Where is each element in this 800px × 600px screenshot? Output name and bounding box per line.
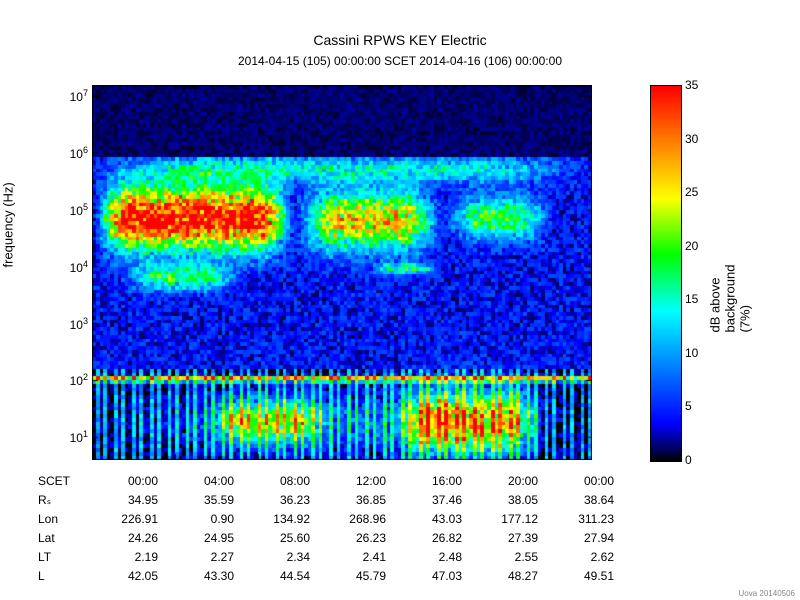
spectrogram-canvas (92, 85, 592, 460)
x-cell: 38.64 (546, 491, 620, 508)
x-cell: 34.95 (90, 491, 164, 508)
x-cell: 311.23 (546, 510, 620, 527)
y-axis-label: frequency (Hz) (1, 182, 16, 267)
x-cell: 12:00 (318, 472, 392, 489)
x-cell: 2.48 (394, 548, 468, 565)
colorbar-tick: 25 (685, 185, 698, 199)
x-cell: 44.54 (242, 567, 316, 584)
x-cell: 24.26 (90, 529, 164, 546)
spectrogram-plot (92, 85, 592, 460)
x-cell: 177.12 (470, 510, 544, 527)
colorbar-canvas (651, 86, 681, 461)
x-cell: 04:00 (166, 472, 240, 489)
chart-title: Cassini RPWS KEY Electric (0, 32, 800, 48)
x-cell: 2.19 (90, 548, 164, 565)
y-axis-ticks: 101 102 103 104 105 106 107 (48, 85, 88, 460)
x-cell: 2.62 (546, 548, 620, 565)
x-cell: 43.03 (394, 510, 468, 527)
x-cell: 20:00 (470, 472, 544, 489)
x-axis-table: SCET00:0004:0008:0012:0016:0020:0000:00R… (30, 470, 622, 586)
x-cell: 35.59 (166, 491, 240, 508)
x-cell: 00:00 (90, 472, 164, 489)
chart-subtitle: 2014-04-15 (105) 00:00:00 SCET 2014-04-1… (0, 54, 800, 68)
x-cell: 268.96 (318, 510, 392, 527)
colorbar-tick: 10 (685, 346, 698, 360)
x-cell: 134.92 (242, 510, 316, 527)
x-row-label: L (32, 567, 88, 584)
colorbar-tick: 20 (685, 239, 698, 253)
x-cell: 49.51 (546, 567, 620, 584)
x-cell: 47.03 (394, 567, 468, 584)
x-cell: 43.30 (166, 567, 240, 584)
colorbar-label: dB above background (7%) (708, 263, 753, 333)
y-tick: 104 (48, 259, 88, 275)
y-tick: 103 (48, 316, 88, 332)
x-cell: 26.23 (318, 529, 392, 546)
x-cell: 25.60 (242, 529, 316, 546)
y-tick: 101 (48, 429, 88, 445)
colorbar-tick: 0 (685, 453, 692, 467)
y-tick: 102 (48, 372, 88, 388)
x-cell: 2.41 (318, 548, 392, 565)
x-row-label: SCET (32, 472, 88, 489)
x-cell: 37.46 (394, 491, 468, 508)
x-cell: 26.82 (394, 529, 468, 546)
footer-text: Uova 20140506 (739, 589, 796, 598)
x-row-label: LT (32, 548, 88, 565)
colorbar-tick: 30 (685, 132, 698, 146)
x-cell: 42.05 (90, 567, 164, 584)
x-cell: 00:00 (546, 472, 620, 489)
x-cell: 38.05 (470, 491, 544, 508)
colorbar-tick: 5 (685, 399, 692, 413)
x-cell: 48.27 (470, 567, 544, 584)
x-cell: 08:00 (242, 472, 316, 489)
x-cell: 36.23 (242, 491, 316, 508)
y-tick: 107 (48, 88, 88, 104)
x-cell: 24.95 (166, 529, 240, 546)
x-cell: 2.27 (166, 548, 240, 565)
x-cell: 27.39 (470, 529, 544, 546)
colorbar-tick: 35 (685, 78, 698, 92)
x-cell: 16:00 (394, 472, 468, 489)
colorbar (650, 85, 682, 462)
x-cell: 226.91 (90, 510, 164, 527)
x-row-label: Rₛ (32, 491, 88, 508)
x-cell: 27.94 (546, 529, 620, 546)
x-cell: 45.79 (318, 567, 392, 584)
x-cell: 0.90 (166, 510, 240, 527)
y-tick: 105 (48, 202, 88, 218)
colorbar-tick: 15 (685, 292, 698, 306)
y-tick: 106 (48, 145, 88, 161)
x-cell: 2.34 (242, 548, 316, 565)
x-cell: 2.55 (470, 548, 544, 565)
x-row-label: Lon (32, 510, 88, 527)
x-cell: 36.85 (318, 491, 392, 508)
x-row-label: Lat (32, 529, 88, 546)
